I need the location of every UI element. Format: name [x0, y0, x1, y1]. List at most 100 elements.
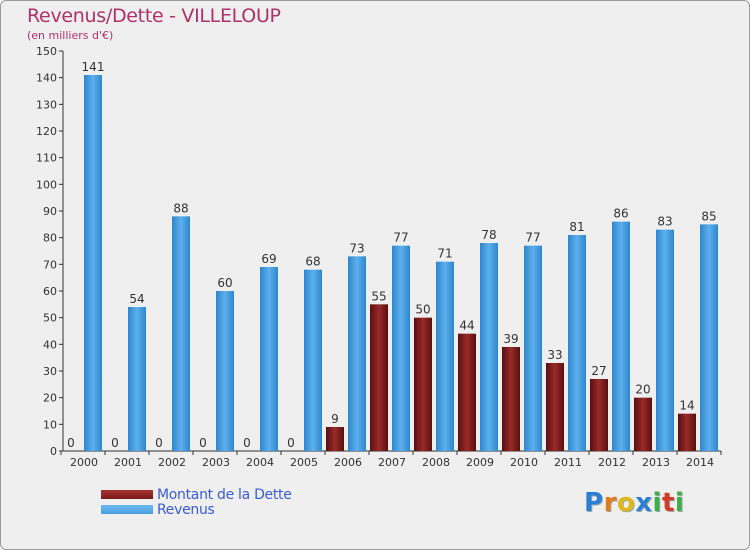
y-tick-label: 0: [50, 445, 57, 458]
x-tick-label: 2013: [642, 456, 670, 469]
legend-label-dette: Montant de la Dette: [157, 486, 292, 503]
y-tick-label: 120: [36, 125, 57, 138]
data-label-revenus: 73: [349, 241, 364, 255]
y-tick-label: 100: [36, 178, 57, 191]
bar-revenus: [304, 269, 322, 451]
legend-item-dette: Montant de la Dette: [101, 486, 292, 503]
bar-revenus: [260, 267, 278, 451]
data-label-dette: 33: [547, 348, 562, 362]
y-tick-label: 140: [36, 72, 57, 85]
data-label-dette: 39: [503, 332, 518, 346]
bar-dette: [414, 317, 432, 451]
y-tick-label: 110: [36, 152, 57, 165]
bar-revenus: [128, 307, 146, 451]
chart-title: Revenus/Dette - VILLELOUP: [27, 5, 281, 27]
bar-dette: [678, 413, 696, 451]
data-label-dette: 27: [591, 364, 606, 378]
bar-revenus: [348, 256, 366, 451]
x-tick-label: 2014: [686, 456, 714, 469]
legend-swatch-revenus: [101, 505, 153, 514]
y-tick-label: 150: [36, 45, 57, 58]
x-tick-label: 2000: [70, 456, 98, 469]
bar-revenus: [84, 75, 102, 451]
bar-revenus: [436, 261, 454, 451]
x-tick-label: 2009: [466, 456, 494, 469]
x-tick-label: 2002: [158, 456, 186, 469]
x-tick-label: 2005: [290, 456, 318, 469]
data-label-revenus: 81: [569, 220, 584, 234]
bar-dette: [326, 427, 344, 451]
data-label-revenus: 83: [657, 215, 672, 229]
y-tick-label: 50: [43, 312, 57, 325]
data-label-revenus: 69: [261, 252, 276, 266]
data-label-revenus: 54: [129, 292, 144, 306]
logo-letter: t: [661, 488, 675, 518]
data-label-dette: 14: [679, 399, 694, 413]
data-label-revenus: 68: [305, 255, 320, 269]
logo-letter: P: [584, 488, 604, 518]
bar-dette: [370, 304, 388, 451]
logo-letter: r: [603, 488, 617, 518]
y-tick-label: 80: [43, 232, 57, 245]
x-tick-label: 2003: [202, 456, 230, 469]
data-label-revenus: 77: [525, 231, 540, 245]
x-tick-label: 2004: [246, 456, 274, 469]
data-label-revenus: 78: [481, 228, 496, 242]
data-label-dette: 0: [155, 436, 163, 450]
data-label-revenus: 60: [217, 276, 232, 290]
x-tick-label: 2012: [598, 456, 626, 469]
y-tick-label: 10: [43, 418, 57, 431]
y-tick-label: 70: [43, 258, 57, 271]
data-label-revenus: 85: [701, 209, 716, 223]
bar-dette: [546, 363, 564, 451]
legend-label-revenus: Revenus: [157, 501, 215, 518]
y-tick-label: 60: [43, 285, 57, 298]
data-label-dette: 50: [415, 303, 430, 317]
logo-letter: o: [616, 488, 636, 518]
x-tick-label: 2010: [510, 456, 538, 469]
bar-dette: [458, 333, 476, 451]
legend: Montant de la Dette Revenus: [101, 486, 292, 518]
x-tick-label: 2006: [334, 456, 362, 469]
data-label-dette: 0: [287, 436, 295, 450]
data-label-revenus: 88: [173, 201, 188, 215]
proxiti-logo: Proxiti: [584, 488, 684, 518]
bar-revenus: [524, 245, 542, 451]
legend-swatch-dette: [101, 490, 153, 499]
data-label-dette: 9: [331, 412, 339, 426]
data-label-revenus: 71: [437, 247, 452, 261]
logo-letter: i: [674, 488, 685, 518]
logo-letter: i: [652, 488, 662, 518]
bar-revenus: [480, 243, 498, 451]
y-tick-label: 130: [36, 98, 57, 111]
data-label-dette: 0: [111, 436, 119, 450]
bar-dette: [502, 347, 520, 451]
x-tick-label: 2001: [114, 456, 142, 469]
data-label-dette: 55: [371, 289, 386, 303]
data-label-dette: 0: [67, 436, 75, 450]
data-label-revenus: 86: [613, 207, 628, 221]
bar-revenus: [656, 229, 674, 451]
data-label-dette: 0: [243, 436, 251, 450]
bar-revenus: [216, 291, 234, 451]
data-label-revenus: 77: [393, 231, 408, 245]
data-label-dette: 44: [459, 319, 474, 333]
legend-item-revenus: Revenus: [101, 501, 292, 518]
bar-revenus: [612, 221, 630, 451]
bar-revenus: [392, 245, 410, 451]
data-label-dette: 20: [635, 383, 650, 397]
y-tick-label: 40: [43, 338, 57, 351]
logo-letter: x: [635, 488, 653, 518]
y-tick-label: 90: [43, 205, 57, 218]
y-tick-label: 20: [43, 392, 57, 405]
x-tick-label: 2008: [422, 456, 450, 469]
chart-subtitle: (en milliers d'€): [27, 29, 114, 42]
bar-dette: [634, 397, 652, 451]
data-label-revenus: 141: [82, 60, 105, 74]
y-tick-label: 30: [43, 365, 57, 378]
bar-revenus: [568, 235, 586, 451]
bar-dette: [590, 379, 608, 451]
bar-revenus: [172, 216, 190, 451]
